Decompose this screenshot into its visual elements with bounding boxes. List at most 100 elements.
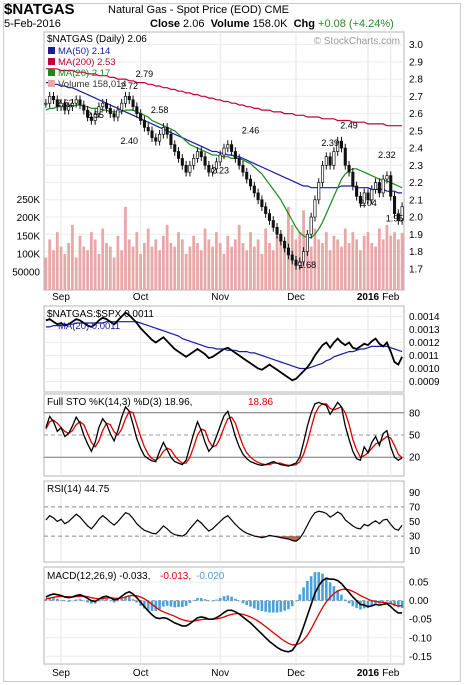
price-candle <box>154 137 158 142</box>
x-axis-label-bottom: Dec <box>287 668 305 679</box>
price-candle <box>180 158 184 166</box>
volume-bar <box>78 235 82 290</box>
stoch-tick-label: 80 <box>409 408 421 419</box>
macd-panel-title: MACD(12,26,9) -0.033, <box>47 571 150 582</box>
price-candle <box>324 156 328 166</box>
macd-histogram-bar <box>351 600 355 607</box>
volume-bar <box>165 224 169 290</box>
volume-bar <box>55 232 59 290</box>
price-annotation: 2.79 <box>136 69 154 79</box>
price-candle <box>362 192 366 204</box>
macd-histogram-bar <box>124 596 127 601</box>
volume-bar <box>237 224 241 290</box>
price-annotation: 2.72 <box>120 81 138 91</box>
volume-bar <box>139 253 143 290</box>
macd-histogram-bar <box>400 600 404 609</box>
price-candle <box>355 185 359 197</box>
price-candle <box>135 106 139 114</box>
price-candle <box>358 195 362 204</box>
ratio-legend-label: MA(20) 0.0011 <box>58 321 120 332</box>
price-annotation: 2.23 <box>211 165 229 175</box>
volume-bar <box>355 239 359 290</box>
price-candle <box>317 182 321 201</box>
rsi-tick-label: 30 <box>409 532 421 543</box>
macd-histogram-bar <box>169 600 173 607</box>
price-candle <box>336 140 340 152</box>
volume-bar <box>366 232 370 290</box>
volume-bar <box>256 239 260 290</box>
price-candle <box>131 99 135 108</box>
rsi-tick-label: 10 <box>409 546 421 557</box>
volume-bar <box>184 253 188 290</box>
price-candle <box>55 99 59 108</box>
macd-histogram-bar <box>101 599 105 601</box>
ratio-tick-label: 0.0012 <box>409 338 440 349</box>
macd-histogram-bar <box>150 600 154 612</box>
volume-bar <box>362 235 366 290</box>
macd-tick-label: -0.10 <box>409 633 432 644</box>
macd-signal-value: -0.013, <box>160 571 191 582</box>
macd-histogram-bar <box>313 572 317 601</box>
macd-histogram-bar <box>264 600 267 612</box>
x-axis-label: Dec <box>287 292 305 303</box>
macd-histogram-bar <box>162 600 165 607</box>
volume-bar <box>343 228 347 290</box>
macd-histogram-bar <box>245 600 249 606</box>
price-annotation: 2.55 <box>86 110 104 120</box>
macd-histogram-bar <box>355 600 358 609</box>
macd-histogram-bar <box>211 600 214 602</box>
macd-histogram-bar <box>226 595 230 601</box>
macd-histogram-bar <box>302 587 305 601</box>
macd-histogram-bar <box>237 600 241 602</box>
macd-histogram-bar <box>207 600 211 602</box>
volume-bar <box>52 250 55 290</box>
price-candle <box>328 156 332 166</box>
macd-histogram-bar <box>192 600 195 601</box>
volume-bar <box>332 235 336 290</box>
price-candle <box>78 99 82 106</box>
price-candle <box>139 113 143 121</box>
macd-histogram-bar <box>381 600 385 603</box>
price-candle <box>146 127 150 132</box>
stoch-tick-label: 20 <box>409 453 421 464</box>
price-annotation: 2.39 <box>321 138 339 148</box>
volume-bar <box>120 250 124 290</box>
volume-bar <box>268 243 271 290</box>
macd-histogram-bar <box>184 600 188 606</box>
price-annotation: 2.49 <box>340 121 358 131</box>
macd-line <box>45 577 403 653</box>
price-legend-label: MA(20) 2.17 <box>58 68 110 79</box>
ratio-tick-label: 0.0013 <box>409 325 440 336</box>
volume-bar <box>116 235 120 290</box>
price-candle <box>343 147 347 166</box>
macd-histogram-bar <box>222 596 226 601</box>
volume-bar <box>188 246 192 290</box>
ma200-line <box>45 68 403 127</box>
price-candle <box>320 164 325 183</box>
macd-histogram-bar <box>116 600 120 602</box>
price-candle <box>161 127 165 135</box>
price-candle <box>385 175 389 180</box>
rsi-panel-title: RSI(14) 44.75 <box>47 484 110 495</box>
macd-histogram-bar <box>366 600 370 609</box>
quote-stats: Close 2.06 Volume 158.0K Chg +0.08 (+4.2… <box>150 18 394 30</box>
volume-bar <box>101 228 105 290</box>
volume-bar <box>74 257 78 290</box>
x-axis-label-bottom: Oct <box>133 668 149 679</box>
price-candle <box>366 192 370 201</box>
volume-bar <box>86 250 89 290</box>
volume-bar <box>241 243 245 290</box>
price-legend-label: MA(50) 2.14 <box>58 46 110 57</box>
price-candle <box>184 164 188 173</box>
macd-histogram-bar <box>253 600 256 609</box>
price-tick-label: 2.4 <box>409 144 423 155</box>
price-tick-label: 1.8 <box>409 247 423 258</box>
macd-histogram-bar <box>271 600 275 613</box>
macd-histogram-bar <box>256 600 260 610</box>
macd-histogram-bar <box>67 600 70 602</box>
price-candle <box>260 199 264 208</box>
price-candle <box>93 113 97 121</box>
volume-bar <box>112 257 116 290</box>
volume-label: Volume <box>210 18 250 30</box>
price-candle <box>305 233 309 252</box>
